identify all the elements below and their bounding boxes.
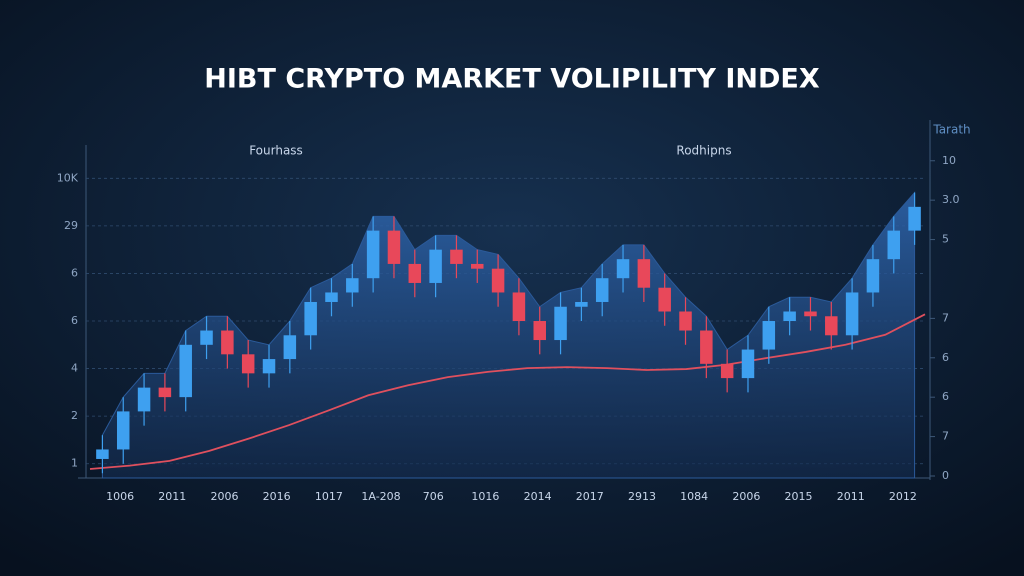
x-tick-label: 2016	[263, 490, 291, 503]
candle-body	[533, 321, 546, 341]
candle-body	[96, 449, 109, 459]
candle-body	[179, 344, 192, 398]
candle-body	[304, 301, 317, 336]
candle-body	[429, 249, 442, 283]
candle-body	[741, 349, 755, 379]
candle-body	[679, 311, 692, 331]
candle-body	[366, 230, 380, 279]
x-tick-label: 2913	[628, 490, 656, 503]
x-tick-label: 2006	[210, 490, 238, 503]
y-tick-label: 10K	[57, 171, 79, 184]
candle-body	[575, 301, 588, 307]
y2-axis-title: Tarath	[932, 123, 970, 137]
y2-tick-label: 6	[942, 390, 949, 403]
candle-body	[408, 263, 422, 283]
candle-body	[471, 263, 484, 269]
candle-body	[283, 335, 297, 360]
candle-body	[241, 354, 255, 374]
y-tick-label: 2	[71, 409, 78, 422]
x-tick-label: 1084	[680, 490, 708, 503]
candle-body	[866, 259, 880, 293]
candle-body	[720, 363, 734, 379]
candle-body	[262, 359, 276, 374]
x-tick-label: 1016	[471, 490, 499, 503]
x-tick-label: 2015	[785, 490, 813, 503]
x-tick-label: 2011	[837, 490, 865, 503]
x-tick-label: 2012	[889, 490, 917, 503]
y2-tick-label: 7	[942, 430, 949, 443]
trend-line	[89, 313, 926, 470]
candle-body	[158, 387, 172, 398]
candle-body	[116, 411, 130, 450]
x-tick-label: 2014	[524, 490, 552, 503]
candle-body	[512, 292, 526, 322]
y2-tick-label: 5	[942, 233, 949, 246]
x-tick-label: 706	[423, 490, 444, 503]
candle-body	[346, 278, 359, 293]
chart-title: HIBT CRYPTO MARKET VOLIPILITY INDEX	[204, 64, 820, 95]
candle-body	[221, 330, 234, 355]
candle-body	[637, 259, 651, 288]
candle-body	[762, 321, 776, 350]
candle-body	[616, 259, 630, 279]
candle-body	[700, 330, 713, 364]
annotation: Fourhass	[249, 144, 303, 158]
candle-body	[200, 330, 213, 345]
y-tick-label: 4	[71, 362, 78, 375]
y2-tick-label: 10	[942, 154, 956, 167]
candle-body	[325, 292, 338, 302]
y-tick-label: 1	[71, 457, 78, 470]
x-tick-label: 1006	[106, 490, 134, 503]
x-tick-label: 1A-208	[361, 490, 400, 503]
y-tick-label: 6	[71, 266, 78, 279]
y-tick-label: 29	[64, 219, 78, 232]
y2-tick-label: 7	[942, 311, 949, 324]
candle-body	[783, 311, 796, 322]
candle-body	[137, 387, 151, 412]
x-tick-label: 2017	[576, 490, 604, 503]
candle-body	[450, 249, 463, 264]
candle-body	[825, 316, 838, 336]
candle-body	[658, 287, 671, 312]
x-tick-label: 2006	[732, 490, 760, 503]
y-tick-label: 6	[71, 314, 78, 327]
y2-tick-label: 6	[942, 351, 949, 364]
y2-tick-label: 0	[942, 469, 949, 482]
candle-body	[595, 278, 609, 302]
y2-tick-label: 3.0	[942, 193, 960, 206]
candle-body	[887, 230, 901, 260]
annotation: Rodhipns	[676, 144, 731, 158]
candle-body	[387, 230, 401, 264]
candle-body	[845, 292, 859, 336]
candle-body	[908, 206, 921, 231]
candle-body	[804, 311, 817, 317]
candle-body	[491, 268, 505, 293]
candle-body	[554, 306, 567, 341]
x-tick-label: 1017	[315, 490, 343, 503]
x-tick-label: 2011	[158, 490, 186, 503]
